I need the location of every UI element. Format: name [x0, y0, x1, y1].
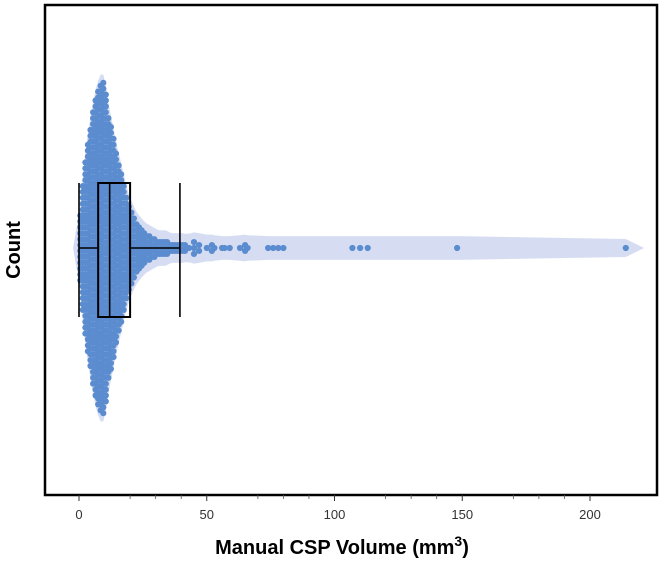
data-point [102, 109, 109, 116]
data-point [102, 103, 109, 110]
x-axis-title: Manual CSP Volume (mm3) [215, 533, 469, 559]
data-point [100, 410, 107, 417]
x-tick-label: 50 [200, 507, 214, 522]
data-point [454, 244, 461, 252]
data-point [102, 398, 109, 405]
data-point [115, 162, 122, 169]
x-tick-label: 150 [451, 507, 473, 522]
data-point [203, 244, 210, 252]
data-point [102, 386, 109, 393]
swarm-points [77, 79, 629, 417]
data-point [100, 79, 107, 86]
data-point [130, 274, 137, 281]
data-point [102, 91, 109, 98]
data-point [102, 392, 109, 399]
data-point [185, 244, 192, 252]
x-axis: 0 50 100 150 200 [75, 495, 601, 522]
data-point [123, 295, 130, 302]
x-tick-label: 200 [579, 507, 601, 522]
y-axis-title: Count [3, 221, 25, 279]
data-point [107, 123, 114, 131]
data-point [211, 244, 218, 252]
box-plot [78, 182, 181, 318]
data-point [118, 318, 125, 325]
data-point [112, 156, 120, 163]
data-point [349, 244, 356, 252]
data-point [107, 129, 114, 136]
data-point [226, 244, 233, 252]
data-point [112, 333, 120, 340]
data-point [105, 115, 112, 122]
data-point [236, 244, 244, 252]
data-point [123, 194, 130, 201]
data-point [110, 135, 117, 142]
data-point [112, 339, 120, 346]
data-point [110, 354, 117, 361]
data-point [102, 380, 109, 387]
data-point [120, 183, 127, 190]
data-point [100, 404, 107, 411]
data-point [270, 244, 277, 252]
data-point [118, 312, 125, 319]
data-point [105, 374, 112, 381]
data-point [190, 239, 198, 246]
data-point [120, 306, 127, 313]
data-point [196, 242, 203, 249]
data-point [107, 360, 114, 367]
data-point [196, 247, 203, 254]
data-point [190, 244, 198, 252]
data-point [115, 327, 122, 334]
data-point [110, 348, 117, 355]
data-point [357, 244, 364, 252]
box-iqr [97, 182, 132, 318]
data-point [364, 244, 371, 252]
data-point [280, 244, 287, 252]
data-point [130, 215, 137, 222]
data-point [107, 365, 114, 372]
data-point [622, 244, 629, 252]
data-point [190, 250, 198, 257]
data-point [265, 244, 272, 252]
data-point [110, 141, 117, 148]
data-point [102, 97, 109, 104]
data-point [112, 150, 120, 157]
data-point [100, 85, 107, 92]
data-point [244, 244, 251, 252]
data-point [120, 188, 127, 195]
data-point [118, 177, 125, 184]
data-point [221, 244, 228, 252]
x-tick-label: 100 [324, 507, 346, 522]
plot-frame [43, 3, 659, 497]
x-tick-label: 0 [75, 507, 82, 522]
data-point [118, 171, 125, 178]
data-point [120, 301, 127, 308]
data-point [275, 244, 282, 252]
